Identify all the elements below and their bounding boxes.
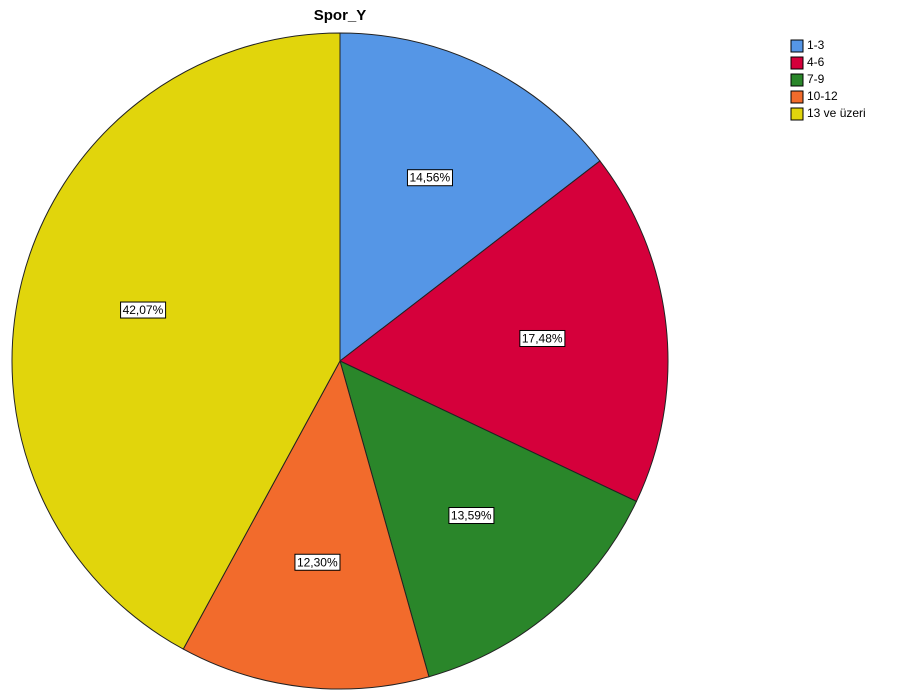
data-label-text: 13,59%	[451, 509, 492, 523]
legend-swatch	[790, 56, 804, 70]
legend-swatch	[790, 107, 804, 121]
data-label: 14,56%	[406, 169, 453, 187]
legend-swatch	[790, 39, 804, 53]
legend-label: 13 ve üzeri	[807, 106, 866, 120]
pie-slice	[339, 32, 601, 363]
data-label: 17,48%	[519, 329, 566, 347]
pie-slice	[339, 160, 669, 503]
data-label: 13,59%	[448, 507, 495, 525]
data-label-box	[448, 507, 495, 525]
legend-label: 4-6	[807, 55, 825, 69]
data-label-text: 12,30%	[297, 555, 338, 569]
pie-slice	[11, 32, 341, 650]
data-label: 42,07%	[120, 301, 167, 319]
legend-label: 1-3	[807, 38, 825, 52]
data-label-box	[294, 553, 341, 571]
data-label: 12,30%	[294, 553, 341, 571]
legend-swatch	[790, 73, 804, 87]
data-label-text: 42,07%	[123, 303, 164, 317]
data-label-box	[120, 301, 167, 319]
data-label-box	[519, 329, 566, 347]
chart-title: Spor_Y	[314, 7, 367, 24]
pie-slice	[182, 359, 430, 690]
legend-label: 7-9	[807, 72, 825, 86]
data-label-box	[406, 169, 453, 187]
legend-label: 10-12	[807, 89, 838, 103]
legend-swatch	[790, 90, 804, 104]
data-label-text: 14,56%	[409, 171, 450, 185]
data-label-text: 17,48%	[522, 331, 563, 345]
